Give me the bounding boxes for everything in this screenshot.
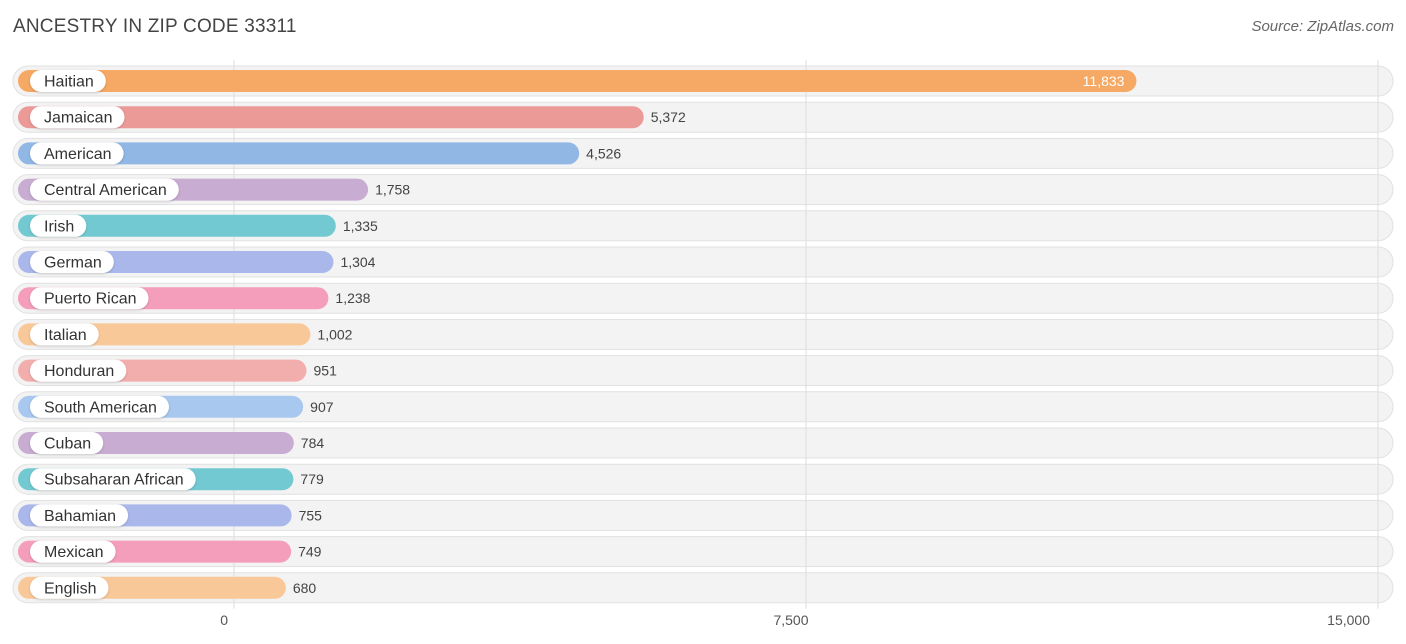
- category-label: Subsaharan African: [44, 472, 184, 489]
- bar-row: Central American 1,758: [18, 178, 410, 201]
- category-pill: [30, 540, 116, 563]
- row-track: [12, 499, 1394, 531]
- value-label: 784: [301, 435, 325, 451]
- value-label: 907: [310, 399, 334, 415]
- bar-row: German 1,304: [18, 251, 376, 273]
- bar-row: American 4,526: [18, 142, 621, 165]
- category-label: Central American: [44, 182, 167, 199]
- value-label: 5,372: [651, 109, 686, 125]
- category-label: German: [44, 255, 102, 272]
- bar-row: South American 907: [18, 395, 334, 418]
- row-track: [12, 318, 1394, 350]
- category-label: Puerto Rican: [44, 291, 137, 308]
- category-label: Jamaican: [44, 110, 112, 127]
- bar-row: Irish 1,335: [18, 214, 378, 237]
- bar-row: Puerto Rican 1,238: [18, 287, 371, 310]
- value-label: 1,002: [317, 326, 352, 342]
- row-track: [12, 246, 1394, 278]
- value-label: 779: [300, 471, 324, 487]
- row-track: [12, 391, 1394, 423]
- row-track: [12, 572, 1394, 604]
- row-track: [12, 536, 1394, 568]
- category-pill: [30, 359, 127, 382]
- bar-row: Cuban 784: [18, 432, 324, 454]
- category-label: South American: [44, 399, 157, 416]
- category-label: Haitian: [44, 74, 94, 91]
- value-label: 1,335: [343, 218, 378, 234]
- bar: [18, 142, 580, 165]
- value-label: 680: [293, 580, 317, 596]
- value-label: 951: [314, 363, 338, 379]
- bar: [18, 106, 644, 129]
- bar-row: Haitian 11,833: [18, 70, 1137, 92]
- x-tick-label: 7,500: [773, 612, 808, 628]
- value-label: 1,238: [335, 290, 370, 306]
- source-label: Source: ZipAtlas.com: [1251, 18, 1394, 35]
- category-pill: [30, 504, 129, 527]
- category-pill: [30, 251, 114, 273]
- bar-row: Subsaharan African 779: [18, 468, 324, 491]
- chart-title: ANCESTRY IN ZIP CODE 33311: [13, 16, 297, 37]
- row-track: [12, 463, 1394, 495]
- category-pill: [30, 70, 106, 92]
- row-track: [12, 210, 1394, 242]
- value-label: 11,833: [1083, 73, 1125, 89]
- bar-row: English 680: [18, 576, 317, 599]
- row-track: [12, 282, 1394, 314]
- value-label: 1,758: [375, 182, 410, 198]
- category-pill: [30, 395, 169, 418]
- value-label: 1,304: [340, 254, 375, 270]
- x-tick-label: 0: [220, 612, 228, 628]
- bar-row: Bahamian 755: [18, 504, 323, 527]
- category-label: Italian: [44, 327, 87, 344]
- category-pill: [30, 468, 196, 491]
- category-pill: [30, 178, 179, 201]
- category-pill: [30, 323, 99, 346]
- bar: [18, 70, 1137, 92]
- bar-row: Honduran 951: [18, 359, 338, 382]
- bar-row: Jamaican 5,372: [18, 106, 686, 129]
- category-pill: [30, 214, 87, 237]
- category-label: American: [44, 146, 112, 163]
- category-label: Mexican: [44, 544, 104, 561]
- row-track: [12, 355, 1394, 387]
- category-label: Honduran: [44, 363, 114, 380]
- category-label: Cuban: [44, 436, 91, 453]
- category-pill: [30, 142, 124, 165]
- value-label: 749: [298, 544, 322, 560]
- category-pill: [30, 106, 125, 129]
- category-pill: [30, 576, 109, 599]
- category-label: Bahamian: [44, 508, 116, 525]
- x-tick-label: 15,000: [1327, 612, 1370, 628]
- bar-row: Italian 1,002: [18, 323, 353, 346]
- category-label: Irish: [44, 218, 74, 235]
- value-label: 755: [299, 507, 323, 523]
- bar-row: Mexican 749: [18, 540, 322, 563]
- category-label: English: [44, 580, 96, 597]
- category-pill: [30, 287, 149, 310]
- category-pill: [30, 432, 104, 454]
- bar: [18, 214, 336, 237]
- value-label: 4,526: [586, 145, 621, 161]
- row-track: [12, 427, 1394, 459]
